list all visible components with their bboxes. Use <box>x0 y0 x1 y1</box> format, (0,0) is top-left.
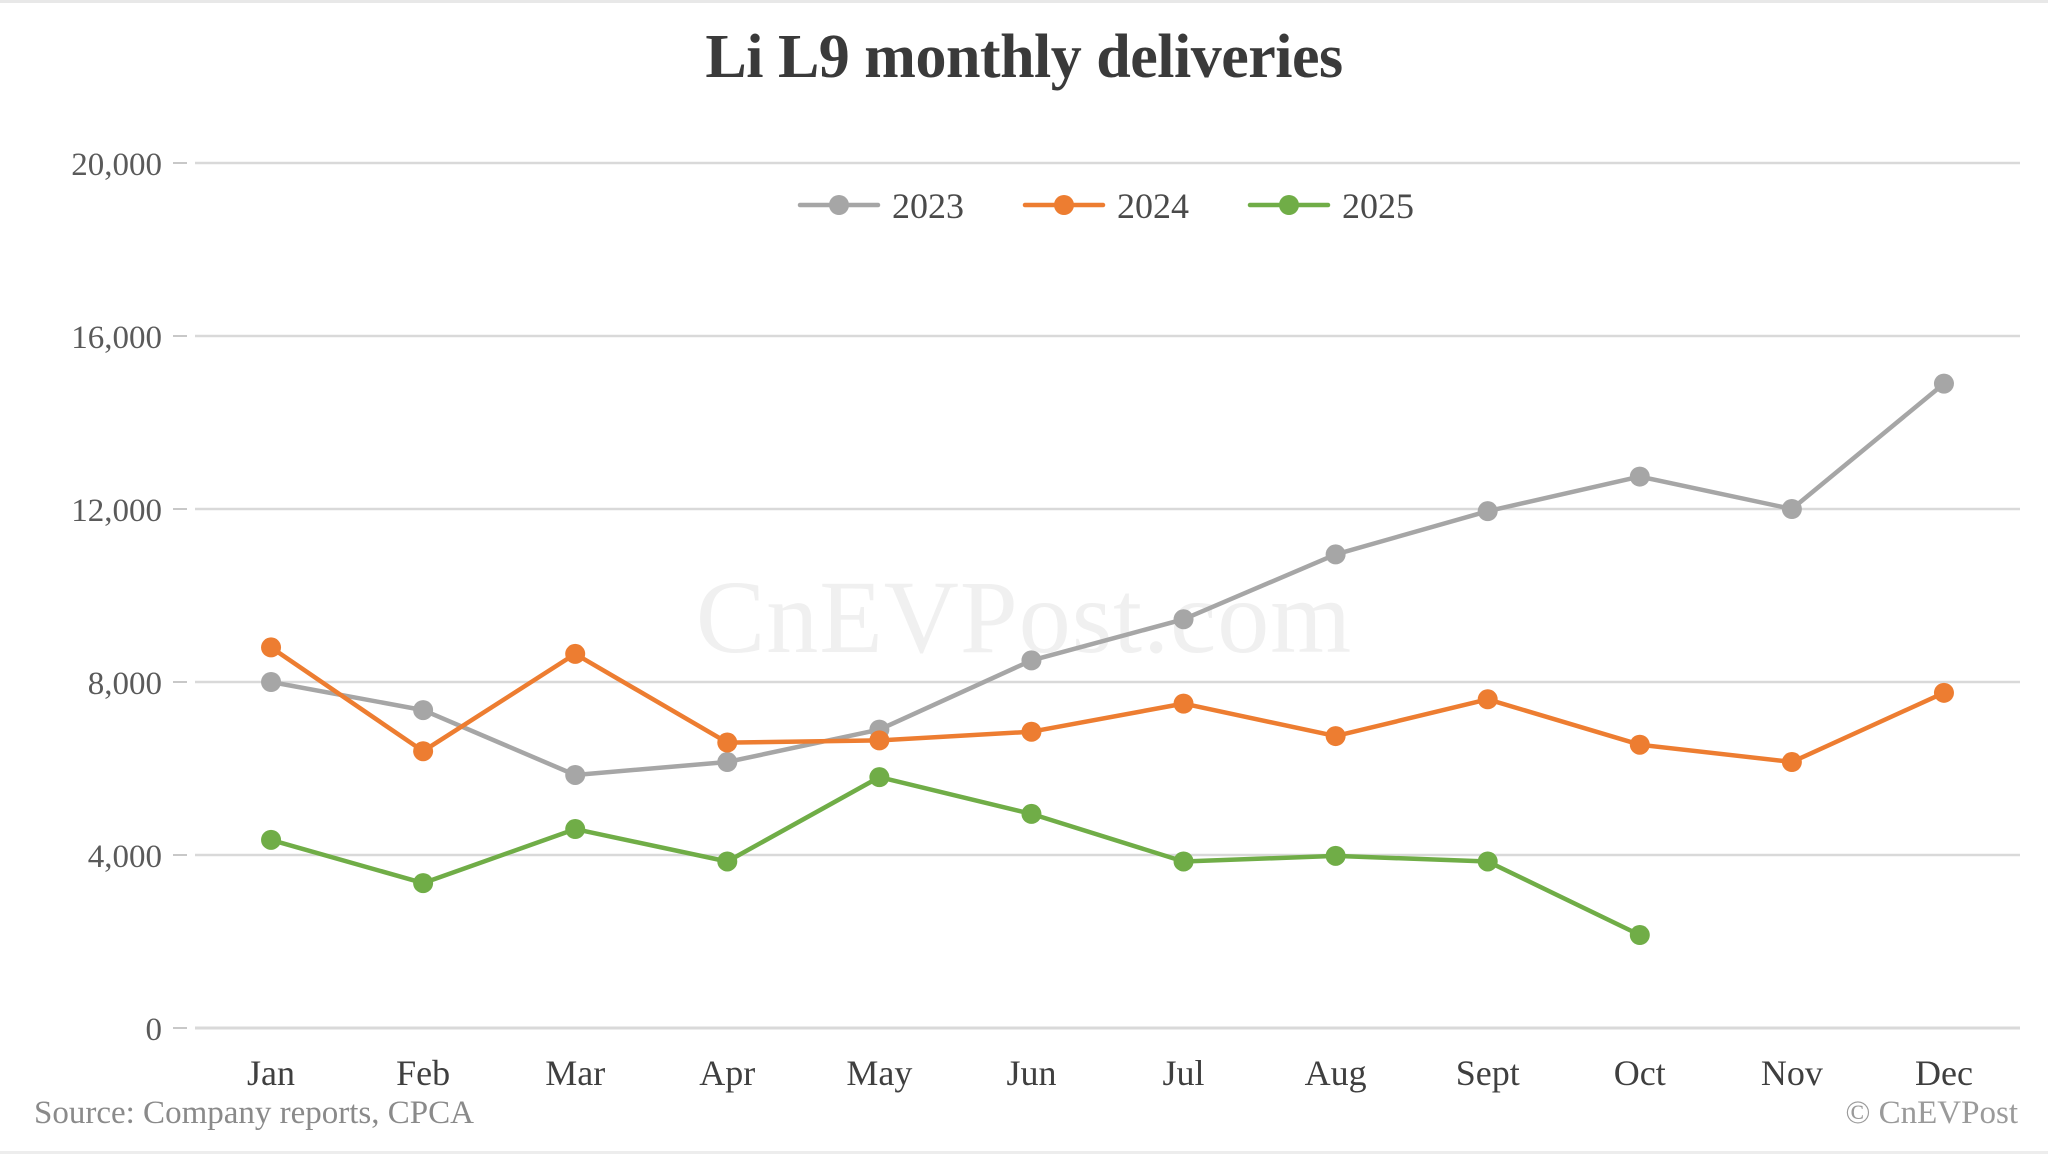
data-point-2023 <box>1933 373 1954 394</box>
data-point-2024 <box>1173 693 1194 714</box>
chart-legend: 2023 2024 2025 <box>797 186 1414 226</box>
data-point-2023 <box>1629 466 1650 487</box>
x-tick-label-apr: Apr <box>699 1053 755 1093</box>
legend-label-2025[interactable]: 2025 <box>1342 186 1414 226</box>
x-tick-label-may: May <box>846 1053 912 1093</box>
data-point-2024 <box>1933 682 1954 703</box>
y-tick-label: 20,000 <box>71 147 162 183</box>
data-point-2025 <box>869 767 890 788</box>
x-tick-label-oct: Oct <box>1614 1053 1666 1093</box>
data-point-2023 <box>717 752 738 773</box>
data-point-2023 <box>1021 650 1042 671</box>
x-tick-label-aug: Aug <box>1305 1053 1367 1093</box>
x-tick-label-jul: Jul <box>1163 1053 1205 1093</box>
y-tick-label: 12,000 <box>71 493 162 529</box>
x-tick-label-nov: Nov <box>1761 1053 1823 1093</box>
y-tick-label: 16,000 <box>71 320 162 356</box>
data-point-2025 <box>1629 925 1650 946</box>
data-point-2024 <box>717 732 738 753</box>
data-point-2024 <box>565 643 586 664</box>
legend-label-2023[interactable]: 2023 <box>892 186 964 226</box>
data-point-2025 <box>261 829 282 850</box>
data-point-2023 <box>1173 609 1194 630</box>
data-point-2024 <box>413 741 434 762</box>
data-point-2023 <box>261 672 282 692</box>
data-point-2025 <box>413 873 434 894</box>
bottom-divider <box>0 1151 2048 1154</box>
source-caption: Source: Company reports, CPCA <box>34 1095 474 1131</box>
data-point-2025 <box>565 819 586 840</box>
data-point-2023 <box>1477 501 1498 522</box>
data-point-2025 <box>717 851 738 872</box>
data-point-2024 <box>1781 752 1802 773</box>
legend-marker-2024 <box>1054 195 1074 215</box>
series-line-2025 <box>268 774 1643 938</box>
series-line-2023 <box>268 381 1947 778</box>
data-point-2023 <box>1325 544 1346 565</box>
data-point-2024 <box>1021 721 1042 742</box>
data-point-2024 <box>1629 734 1650 755</box>
data-point-2024 <box>1477 689 1498 710</box>
data-point-2023 <box>413 700 434 721</box>
data-point-2024 <box>261 637 282 658</box>
y-tick-label: 0 <box>146 1012 163 1048</box>
data-point-2025 <box>1021 803 1042 824</box>
copyright-caption: © CnEVPost <box>1845 1095 2018 1131</box>
y-tick-label: 8,000 <box>88 666 162 702</box>
data-point-2024 <box>869 730 890 751</box>
data-point-2024 <box>1325 726 1346 747</box>
data-point-2025 <box>1325 845 1346 866</box>
data-point-2025 <box>1477 851 1498 872</box>
top-divider <box>0 0 2048 3</box>
data-point-2023 <box>1781 499 1802 519</box>
legend-marker-2023 <box>829 195 849 215</box>
x-tick-label-mar: Mar <box>545 1053 605 1093</box>
x-tick-label-sept: Sept <box>1456 1053 1520 1093</box>
series-line-2024 <box>268 645 1947 765</box>
legend-label-2024[interactable]: 2024 <box>1117 186 1189 226</box>
data-point-2023 <box>565 764 586 785</box>
chart-title: Li L9 monthly deliveries <box>705 23 1343 91</box>
data-series-group <box>261 373 1954 946</box>
legend-marker-2025 <box>1279 195 1299 215</box>
x-tick-label-feb: Feb <box>396 1053 450 1093</box>
y-tick-label: 4,000 <box>88 839 162 875</box>
x-tick-label-jan: Jan <box>247 1053 295 1093</box>
y-axis-tick-labels: 0 4,000 8,000 12,000 16,000 20,000 <box>71 147 187 1048</box>
gridlines <box>195 161 2020 1030</box>
data-point-2025 <box>1173 851 1194 872</box>
x-axis-tick-labels: Jan Feb Mar Apr May Jun Jul Aug Sept Oct Nov Dec <box>247 1053 1973 1093</box>
x-tick-label-dec: Dec <box>1915 1053 1973 1093</box>
x-tick-label-jun: Jun <box>1006 1053 1056 1093</box>
